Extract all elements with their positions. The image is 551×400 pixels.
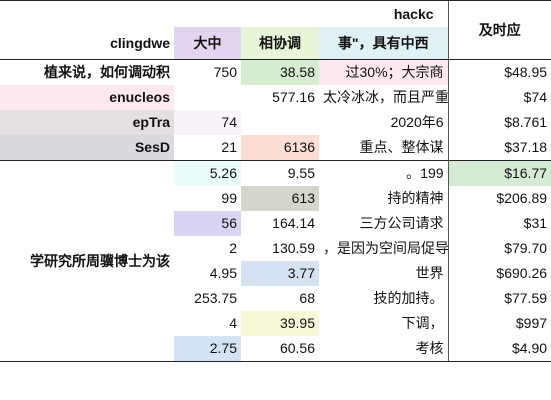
- cell-c: 2020年6: [390, 114, 444, 130]
- cell-c: 过30%；大宗商: [319, 59, 449, 85]
- row-group-label: 学研究所周骥博士为该: [0, 160, 174, 362]
- row-header-label: clingdwe: [0, 27, 174, 60]
- cell-c: 考核: [319, 336, 449, 362]
- cell-c: 世界: [415, 265, 444, 281]
- cell-a: 56: [174, 211, 241, 236]
- cell-d: $690.26: [447, 261, 551, 286]
- cell-b: 38.58: [241, 59, 319, 85]
- cell-b: 164.14: [272, 215, 315, 231]
- cell-b: 39.95: [241, 311, 319, 336]
- cell-b: 130.59: [272, 240, 315, 256]
- table-body: hackc 及时应 clingdwe 大中 相协调 事"，具有中西 植来说，如何…: [0, 0, 551, 362]
- cell-c: 三方公司请求: [359, 215, 444, 231]
- cell-d: $37.18: [447, 135, 551, 161]
- row-group-label: 植来说，如何调动积: [0, 59, 174, 85]
- cell-c: 重点、整体谋: [359, 139, 444, 155]
- table-row: 4.95 3.77 世界 $690.26: [0, 261, 551, 286]
- cell-c: 技的加持。: [373, 290, 444, 306]
- header-row-2: clingdwe 大中 相协调 事"，具有中西: [0, 27, 551, 60]
- cell-b: 3.77: [241, 261, 319, 286]
- cell-a: 99: [221, 190, 237, 206]
- cell-d: $79.70: [447, 236, 551, 261]
- row-group-label: epTra: [0, 110, 174, 135]
- cell-a: 2: [229, 240, 237, 256]
- cell-a: 750: [213, 64, 237, 80]
- cell-c: 下调，: [401, 315, 444, 331]
- cell-c: 太冷冰冰，而且严重: [323, 89, 449, 105]
- table-row: 99 613 持的精神 $206.89: [0, 186, 551, 211]
- cell-a: 253.75: [194, 290, 237, 306]
- header-row-1: hackc 及时应: [0, 0, 551, 60]
- cell-b: 613: [241, 186, 319, 211]
- header-group-label: hackc: [393, 6, 434, 22]
- row-group-label: enucleos: [0, 85, 174, 110]
- header-timely: 及时应: [447, 0, 551, 60]
- table-row: 253.75 68 技的加持。 $77.59: [0, 286, 551, 311]
- cell-b: 68: [299, 290, 315, 306]
- cell-b: [241, 110, 319, 135]
- cell-a: 74: [174, 110, 241, 135]
- cell-a: 21: [221, 139, 237, 155]
- cell-b: 577.16: [272, 89, 315, 105]
- col-header-b: 相协调: [241, 27, 319, 60]
- cell-a: 4.95: [209, 265, 237, 281]
- table-row: 4 39.95 下调， $997: [0, 311, 551, 336]
- cell-b: 60.56: [241, 336, 319, 362]
- cell-d: $4.90: [447, 336, 551, 362]
- cell-d: $31: [447, 211, 551, 236]
- cell-c: ，是因为空间局促导: [323, 240, 449, 256]
- data-table: hackc 及时应 clingdwe 大中 相协调 事"，具有中西 植来说，如何…: [0, 0, 551, 362]
- cell-b: 9.55: [241, 160, 319, 186]
- table-row: 56 164.14 三方公司请求 $31: [0, 211, 551, 236]
- cell-b: 6136: [241, 135, 319, 161]
- table-row: epTra 74 2020年6 $8.761: [0, 110, 551, 135]
- cell-c: 持的精神: [387, 190, 444, 206]
- cell-d: $48.95: [447, 59, 551, 85]
- table-row: 2.75 60.56 考核 $4.90: [0, 336, 551, 362]
- header-corner-top: [0, 0, 174, 27]
- cell-d: $77.59: [447, 286, 551, 311]
- cell-c: 。199: [319, 160, 449, 186]
- col-header-a: 大中: [174, 27, 241, 60]
- cell-d: $16.77: [447, 160, 551, 186]
- row-group-label: SesD: [0, 135, 174, 161]
- cell-d: $74: [447, 85, 551, 110]
- cell-d: $997: [447, 311, 551, 336]
- cell-a: 5.26: [174, 160, 241, 186]
- cell-a: [174, 85, 241, 110]
- table-row: 学研究所周骥博士为该 5.26 9.55 。199 $16.77: [0, 160, 551, 362]
- cell-d: $8.761: [447, 110, 551, 135]
- table-row: 2 130.59 ，是因为空间局促导 $79.70: [0, 236, 551, 261]
- cell-d: $206.89: [447, 186, 551, 211]
- table-row: 植来说，如何调动积 750 38.58 过30%；大宗商 $48.95: [0, 59, 551, 85]
- col-header-c: 事"，具有中西: [319, 27, 449, 60]
- table-row: SesD 21 6136 重点、整体谋 $37.18: [0, 135, 551, 161]
- table-row: enucleos 577.16 太冷冰冰，而且严重 $74: [0, 85, 551, 110]
- header-group-cell: hackc: [174, 0, 449, 27]
- cell-a: 4: [229, 315, 237, 331]
- cell-a: 2.75: [174, 336, 241, 362]
